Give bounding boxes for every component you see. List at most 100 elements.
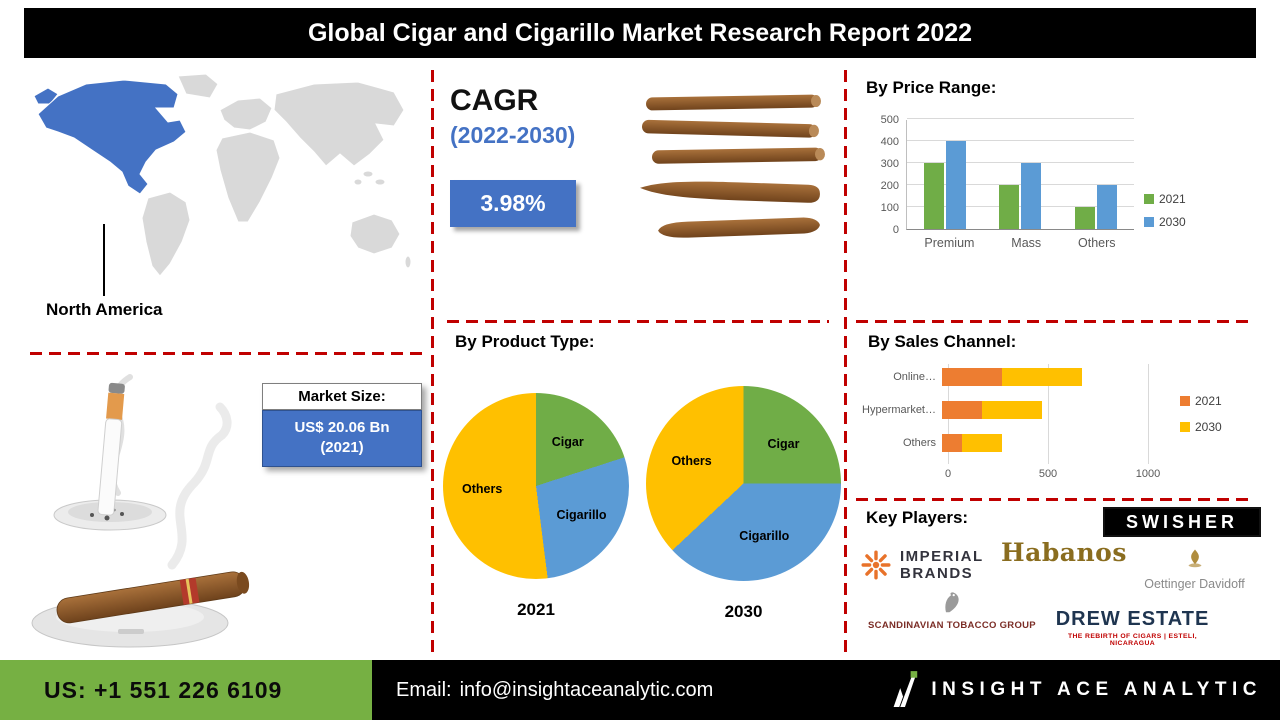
cigarette [97, 382, 125, 516]
pie-disc [646, 386, 841, 581]
sc-seg [942, 368, 1002, 386]
footer-brand-block: INSIGHT ACE ANALYTIC [887, 660, 1262, 720]
drew-estate-wordmark: DREW ESTATE [1055, 608, 1210, 630]
logo-habanos: Habanos [1001, 538, 1127, 567]
sc-cat: Online… [893, 371, 936, 383]
sc-cat: Others [902, 437, 936, 449]
cagr-period: (2022-2030) [450, 122, 576, 148]
section-title-price-range: By Price Range: [866, 78, 997, 97]
section-title-sales-channel: By Sales Channel: [868, 332, 1017, 351]
imperial-line1: IMPERIAL [900, 548, 984, 565]
sc-bararea [942, 401, 1042, 419]
map-pointer-line [103, 224, 105, 296]
imperial-brands-wordmark: IMPERIAL BRANDS [900, 548, 984, 583]
divider-left-horizontal [30, 352, 422, 355]
legend-label: 2021 [1195, 394, 1222, 408]
cagr-value-badge: 3.98% [450, 180, 576, 227]
logo-oettinger-davidoff: Oettinger Davidoff [1122, 548, 1267, 591]
bc-ytick: 400 [880, 136, 899, 148]
email-address[interactable]: info@insightaceanalytic.com [459, 678, 714, 701]
email-label: Email: [396, 678, 452, 701]
cagr-heading: CAGR [450, 84, 539, 117]
region-label: North America [46, 300, 163, 319]
bc-ytick: 500 [880, 114, 899, 126]
bc-group [923, 141, 967, 229]
cigarette-cigar-illustration [31, 374, 250, 648]
north-america-region [33, 79, 187, 195]
divider-vertical-1 [431, 70, 434, 655]
bc-xlabels: Premium Mass Others [906, 236, 1134, 250]
pie-label: Cigarillo [739, 529, 790, 544]
footer-phone: US: +1 551 226 6109 [0, 660, 372, 720]
sc-seg [982, 401, 1042, 419]
bc-bar [999, 185, 1020, 229]
sc-seg [942, 401, 982, 419]
stg-wordmark: SCANDINAVIAN TOBACCO GROUP [868, 620, 1036, 631]
report-title-banner: Global Cigar and Cigarillo Market Resear… [24, 8, 1256, 58]
bc-bar [923, 163, 944, 229]
bc-bar [1021, 163, 1042, 229]
pie-label: Cigar [767, 436, 800, 451]
product-type-pie-2030: Cigar Cigarillo Others [646, 386, 841, 581]
legend-swatch [1180, 422, 1190, 432]
market-size-amount: US$ 20.06 Bn [294, 419, 390, 436]
bc-bar [1075, 207, 1096, 229]
section-title-product-type: By Product Type: [455, 332, 595, 351]
legend-swatch [1144, 217, 1154, 227]
pie-label: Cigarillo [556, 507, 607, 522]
sales-channel-stacked-chart: 0 500 1000 Online… Hypermarket… Others 2021 203… [862, 360, 1252, 500]
sc-row: Others [862, 434, 1082, 452]
pie-year-label-2021: 2021 [517, 600, 555, 619]
legend-item: 2030 [1144, 215, 1186, 229]
sc-bararea [942, 368, 1082, 386]
market-size-callout: Market Size: US$ 20.06 Bn (2021) [262, 383, 422, 467]
legend-label: 2021 [1159, 192, 1186, 206]
drew-estate-tagline: THE REBIRTH OF CIGARS | ESTELI, NICARAGU… [1067, 633, 1198, 647]
sc-bararea [942, 434, 1002, 452]
bc-xlabel: Premium [924, 236, 975, 250]
bc-groups [907, 120, 1134, 229]
stg-griffin-icon [945, 592, 959, 613]
market-size-value: US$ 20.06 Bn (2021) [262, 410, 422, 467]
sc-row: Hypermarket… [862, 401, 1082, 419]
sc-gridline [1048, 364, 1049, 464]
bc-ytick: 300 [880, 158, 899, 170]
sc-gridline [1148, 364, 1149, 464]
ashtray-notch [118, 629, 144, 634]
logo-swisher: SWISHER [1103, 507, 1261, 537]
legend-item: 2021 [1180, 394, 1222, 408]
logo-drew-estate: DREW ESTATE THE REBIRTH OF CIGARS | ESTE… [1045, 608, 1220, 647]
brand-name: INSIGHT ACE ANALYTIC [931, 679, 1262, 700]
pie-year-label-2030: 2030 [724, 602, 763, 621]
price-range-bar-chart: 0 100 200 300 400 500 Premium Mass Others 2021 203… [872, 114, 1202, 280]
market-size-year: (2021) [320, 439, 364, 457]
bc-grid [907, 184, 1134, 185]
divider-mid-horizontal [447, 320, 829, 323]
smoke-wisp [167, 402, 232, 570]
sc-seg [1002, 368, 1082, 386]
bc-bar [1097, 185, 1118, 229]
world-map [33, 73, 412, 277]
bc-legend: 2021 2030 [1144, 192, 1186, 229]
bc-ytick: 100 [880, 202, 899, 214]
pie-label: Others [671, 454, 712, 469]
report-title: Global Cigar and Cigarillo Market Resear… [307, 18, 973, 47]
sc-rows: Online… Hypermarket… Others [862, 368, 1082, 467]
legend-swatch [1144, 194, 1154, 204]
imperial-brands-starburst-icon [861, 550, 891, 580]
sc-row: Online… [862, 368, 1082, 386]
logo-imperial-brands: IMPERIAL BRANDS [860, 548, 984, 583]
bc-grid [907, 118, 1134, 119]
cigars-illustration [640, 94, 825, 238]
bc-xlabel: Mass [1011, 236, 1042, 250]
sc-seg [942, 434, 962, 452]
section-title-key-players: Key Players: [866, 508, 969, 527]
sc-xtick: 500 [1038, 468, 1058, 480]
bc-grid [907, 162, 1134, 163]
product-type-pie-2021: Cigar Cigarillo Others [443, 393, 629, 579]
bc-ytick: 200 [880, 180, 899, 192]
pie-label: Others [462, 482, 503, 497]
market-size-label: Market Size: [262, 383, 422, 410]
legend-swatch [1180, 396, 1190, 406]
bc-group [998, 163, 1042, 229]
